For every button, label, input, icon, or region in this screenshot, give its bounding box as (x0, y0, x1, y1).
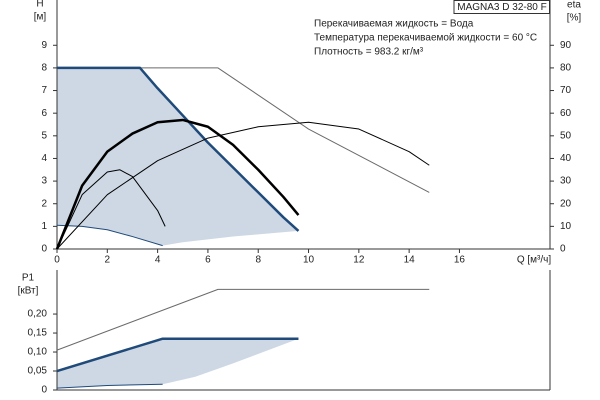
y2-tick-label: 70 (560, 85, 572, 96)
curve (56, 288, 430, 351)
y-tick-label: 3 (41, 176, 47, 187)
y2-axis-label: [%] (567, 13, 582, 24)
y-tick-label: 0 (41, 244, 47, 255)
curve (56, 169, 166, 250)
x-axis-label: Q [м³/ч] (517, 255, 552, 266)
annotation: Температура перекачиваемой жидкости = 60… (314, 33, 537, 44)
shaded-area (57, 67, 299, 246)
x-tick-label: 10 (303, 255, 315, 266)
y-axis-label: [м] (34, 12, 47, 23)
curve (57, 66, 300, 232)
curve (56, 121, 430, 250)
y-tick-label: 7 (41, 85, 47, 96)
y-tick-label: 9 (41, 40, 47, 51)
y-tick-label: 4 (41, 153, 47, 164)
x-tick-label: 14 (404, 255, 416, 266)
y-tick-label: 5 (41, 130, 47, 141)
x-tick-label: 8 (255, 255, 261, 266)
curve (56, 337, 299, 373)
annotation: Плотность = 983.2 кг/м³ (314, 47, 424, 58)
curve (56, 224, 163, 247)
y-tick-label: 6 (41, 108, 47, 119)
y-tick-label: 0,05 (28, 366, 48, 377)
y-axis-label: [кВт] (18, 286, 39, 297)
x-tick-label: 12 (353, 255, 365, 266)
shaded-area (57, 338, 299, 389)
curve (56, 383, 163, 389)
y-tick-label: 2 (41, 198, 47, 209)
y-tick-label: 1 (41, 221, 47, 232)
y2-tick-label: 30 (560, 176, 572, 187)
annotation: Перекачиваемая жидкость = Вода (314, 19, 474, 30)
x-tick-label: 2 (105, 255, 111, 266)
y2-tick-label: 90 (560, 40, 572, 51)
x-tick-label: 0 (54, 255, 60, 266)
y-axis-label: H (36, 0, 43, 10)
y2-tick-label: 80 (560, 63, 572, 74)
y2-tick-label: 60 (560, 108, 572, 119)
y2-tick-label: 40 (560, 153, 572, 164)
y-tick-label: 0,15 (28, 328, 48, 339)
y2-tick-label: 50 (560, 130, 572, 141)
x-tick-label: 6 (205, 255, 211, 266)
y-axis-label: P1 (22, 273, 35, 284)
y-tick-label: 8 (41, 63, 47, 74)
y-tick-label: 0,10 (28, 347, 48, 358)
chart-title: MAGNA3 D 32-80 F (457, 2, 546, 13)
curve (55, 118, 300, 250)
x-tick-label: 16 (454, 255, 466, 266)
y2-tick-label: 0 (560, 244, 566, 255)
y2-tick-label: 10 (560, 221, 572, 232)
x-tick-label: 4 (155, 255, 161, 266)
y-tick-label: 0,20 (28, 309, 48, 320)
y-tick-label: 0 (41, 385, 47, 396)
y2-axis-label: eta (567, 0, 581, 11)
y2-tick-label: 20 (560, 198, 572, 209)
title-box (453, 0, 550, 14)
